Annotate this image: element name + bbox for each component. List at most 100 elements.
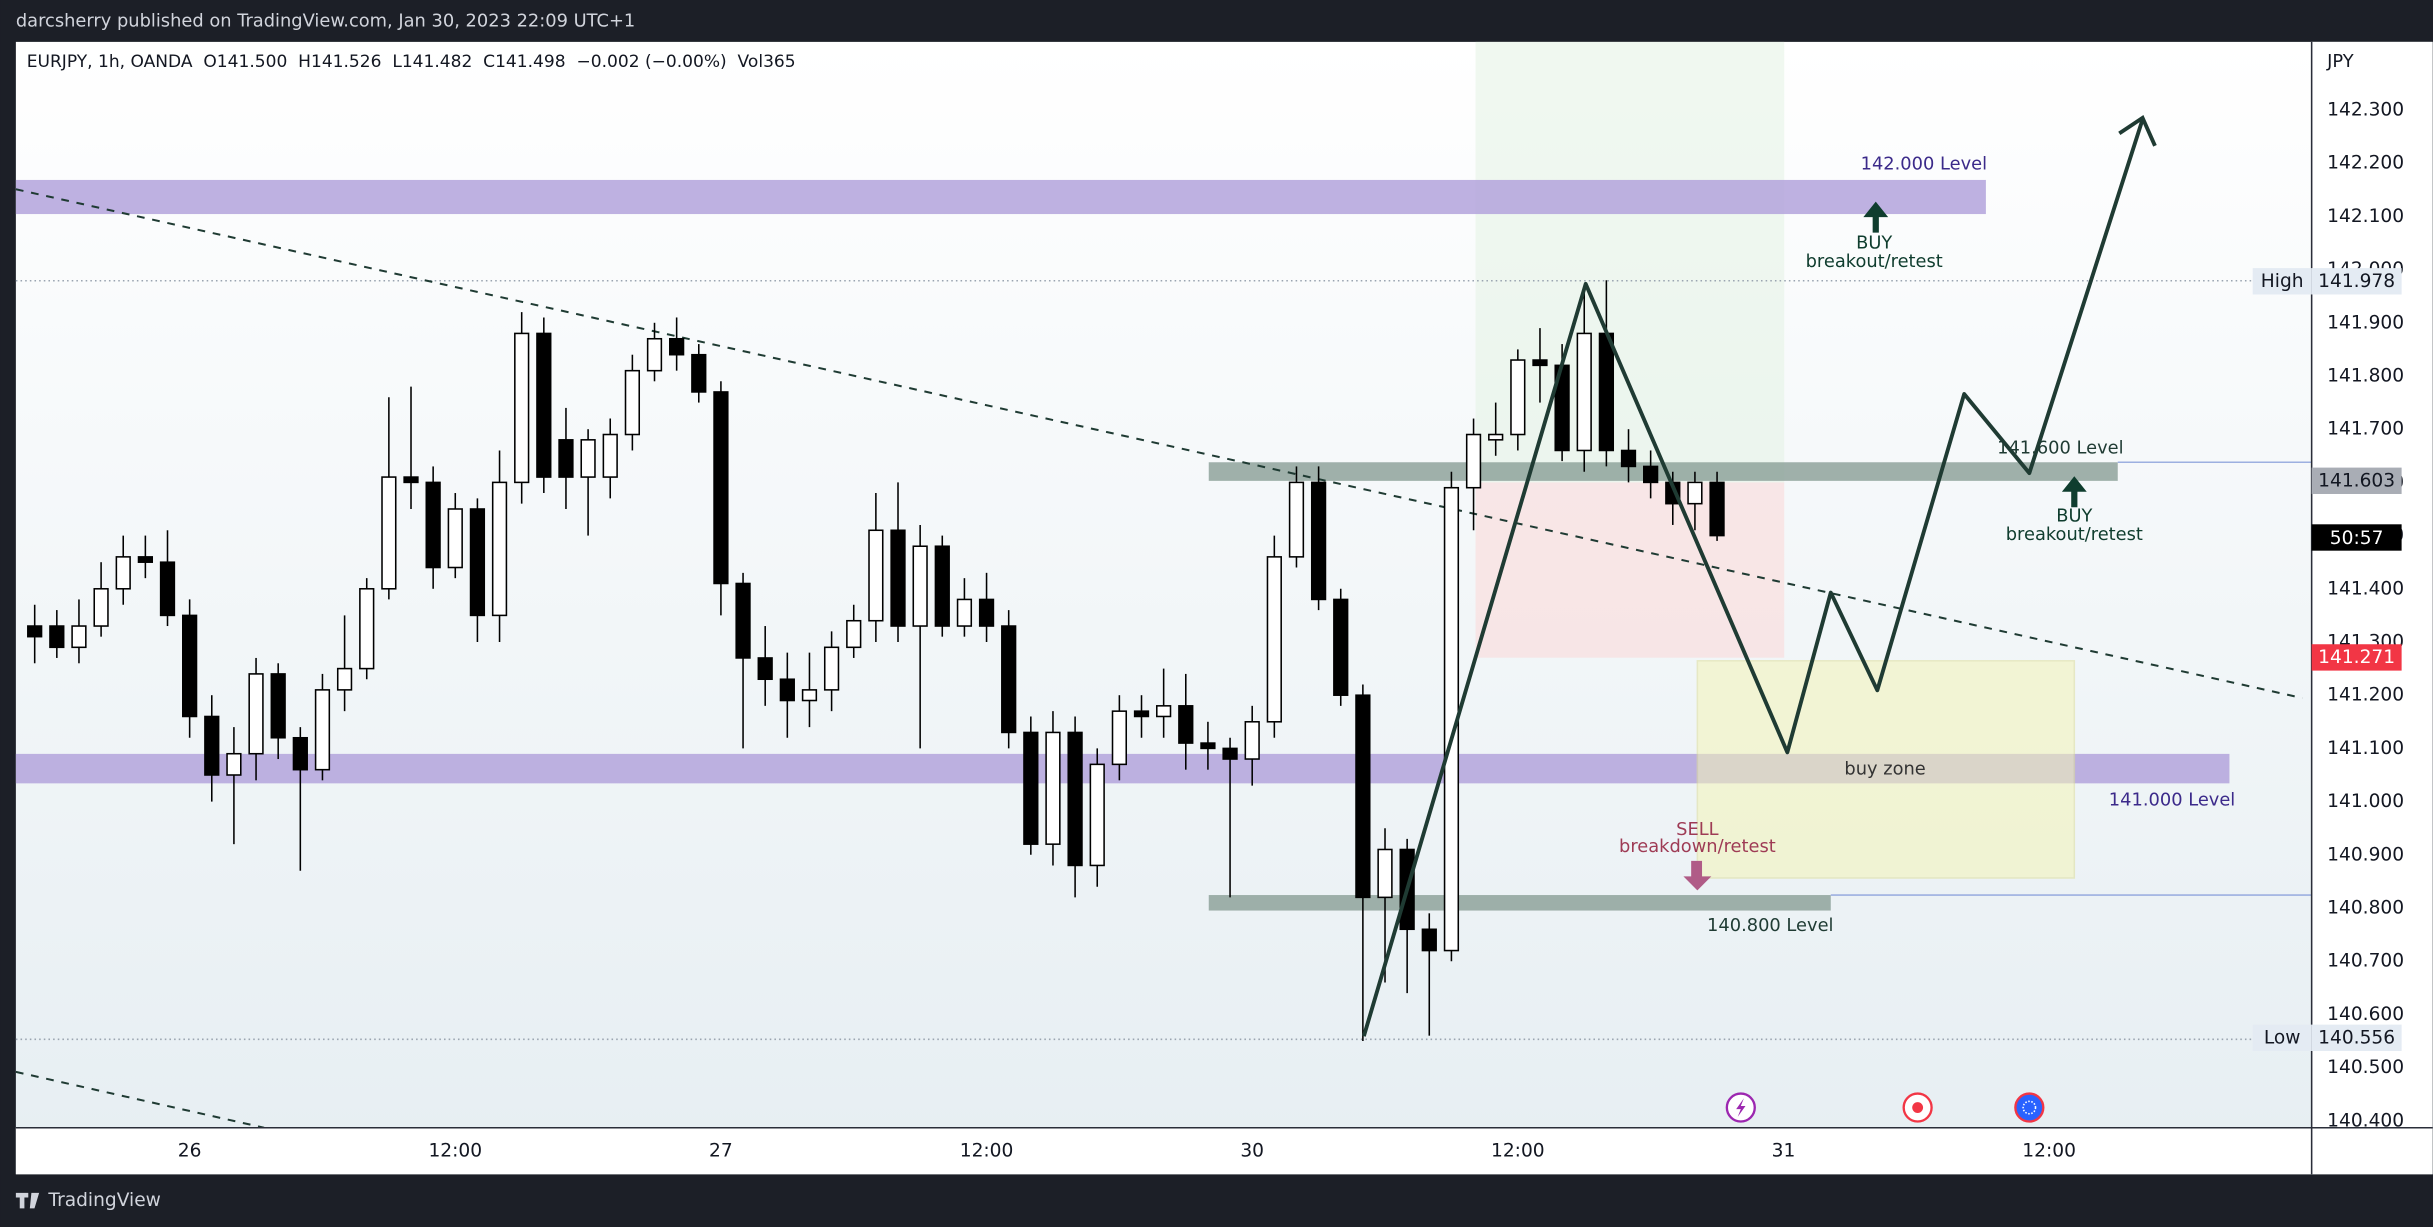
candle-body (1156, 705, 1172, 718)
level-band (1208, 462, 2118, 481)
note: breakout/retest (2006, 524, 2143, 545)
candle-body (1421, 928, 1437, 952)
candle-body (1288, 481, 1305, 558)
sell-arrow (1683, 860, 1712, 891)
candle-body (49, 625, 65, 649)
event-icon[interactable] (2014, 1092, 2045, 1123)
drawings-back (15, 41, 2312, 1129)
price-tag-value: 141.603 (2318, 470, 2395, 491)
candle-body (669, 337, 685, 356)
legend-value: −0.002 (−0.00%) (576, 52, 726, 72)
candle-body (1111, 710, 1128, 766)
candle-body (226, 752, 242, 776)
y-tick-label: 141.900 (2327, 312, 2404, 333)
x-tick-label: 12:00 (428, 1140, 482, 1161)
price-tag (2311, 644, 2402, 671)
y-tick-label: 141.100 (2327, 738, 2404, 759)
y-tick-label: 140.400 (2327, 1110, 2404, 1131)
candle-body (801, 689, 818, 702)
candle-body (93, 588, 109, 627)
legend-value: Vol365 (738, 52, 796, 72)
candle-body (1709, 481, 1725, 537)
candle-body (1133, 710, 1150, 718)
legend-value: H141.526 (298, 52, 381, 72)
candle-body (846, 619, 862, 649)
y-tick-label: 140.900 (2327, 844, 2404, 865)
candle-body (137, 556, 154, 563)
y-tick-label: 142.300 (2327, 99, 2404, 120)
price-tag (2311, 268, 2402, 295)
y-tick-label: 140.800 (2327, 898, 2404, 919)
candle-body (491, 481, 508, 617)
y-tick-label: 141.800 (2327, 365, 2404, 386)
price-tag-label-box (2252, 1024, 2312, 1051)
level-band (15, 179, 1986, 215)
candle-body (757, 657, 773, 681)
candle-body (624, 369, 641, 436)
y-tick-label: 141.200 (2327, 685, 2404, 706)
candle-body (558, 439, 574, 478)
price-axis (2311, 41, 2433, 1175)
price-tag-value: 140.556 (2318, 1027, 2395, 1048)
y-axis-label: JPY (2326, 51, 2354, 72)
legend-line: EURJPY, 1h, OANDA O141.500 H141.526 L141.48… (27, 52, 796, 72)
candles (27, 280, 1725, 1042)
candle-body (248, 673, 264, 755)
candle-body (447, 508, 463, 569)
level-label: 141.600 Level (1997, 437, 2123, 458)
legend: EURJPY, 1h, OANDA O141.500 H141.526 L141.48… (27, 52, 796, 72)
x-tick-label: 12:00 (1491, 1140, 1545, 1161)
y-tick-label: 140.700 (2327, 951, 2404, 972)
candle-body (1067, 731, 1083, 867)
logo: TradingView (15, 1190, 161, 1211)
price-tag-value: 141.271 (2318, 647, 2395, 668)
candle-body (1687, 481, 1703, 505)
candle-body (1089, 763, 1105, 867)
x-tick-label: 26 (178, 1140, 202, 1161)
price-tag-value: 141.978 (2318, 271, 2395, 292)
candle-body (978, 598, 995, 627)
candle-body (735, 582, 751, 659)
candle-body (713, 391, 729, 585)
candle-body (934, 545, 950, 627)
candle-body (1598, 332, 1615, 452)
note: BUY (2056, 506, 2092, 527)
candle-body (403, 476, 419, 484)
legend-value: C141.498 (483, 52, 565, 72)
x-tick-label: 30 (1240, 1140, 1264, 1161)
drawings-front: 142.000 Level 141.600 Level 141.000 Leve… (1362, 115, 2235, 1123)
x-tick-label: 12:00 (2022, 1140, 2076, 1161)
candle-body (1532, 359, 1548, 367)
candle-body (204, 715, 220, 776)
candle-body (182, 614, 198, 718)
candle-body (1178, 705, 1194, 744)
countdown-tag (2311, 524, 2402, 551)
candle-body (469, 508, 486, 617)
candle-body (292, 736, 308, 771)
y-tick-label: 140.600 (2327, 1004, 2404, 1025)
price-tag-label: Low (2264, 1027, 2301, 1048)
candle-body (1510, 359, 1526, 436)
logo-text: TradingView (47, 1190, 160, 1211)
candle-body (912, 545, 928, 627)
y-tick-label: 140.500 (2327, 1057, 2404, 1078)
candle-body (1643, 465, 1659, 484)
candle-body (336, 667, 353, 691)
trend-line (15, 1070, 265, 1129)
candle-body (359, 588, 375, 670)
candle-body (646, 337, 663, 372)
x-tick-label: 27 (709, 1140, 733, 1161)
candle-body (823, 646, 840, 691)
candle-body (314, 689, 331, 771)
price-tags: 50:57 141.978 High 141.603 141.271 140.556 Lo… (2252, 268, 2402, 1051)
level-label: 140.800 Level (1707, 915, 1833, 936)
target-zone (1475, 41, 1785, 483)
price-tag (2311, 467, 2402, 494)
candle-body (1200, 742, 1216, 750)
x-tick-label: 31 (1772, 1140, 1796, 1161)
buy-zone (1696, 660, 2076, 879)
candle-body (1488, 433, 1504, 441)
publisher: darcsherry published on TradingView.com,… (16, 11, 635, 32)
event-icon-glyph (1736, 1098, 1746, 1117)
